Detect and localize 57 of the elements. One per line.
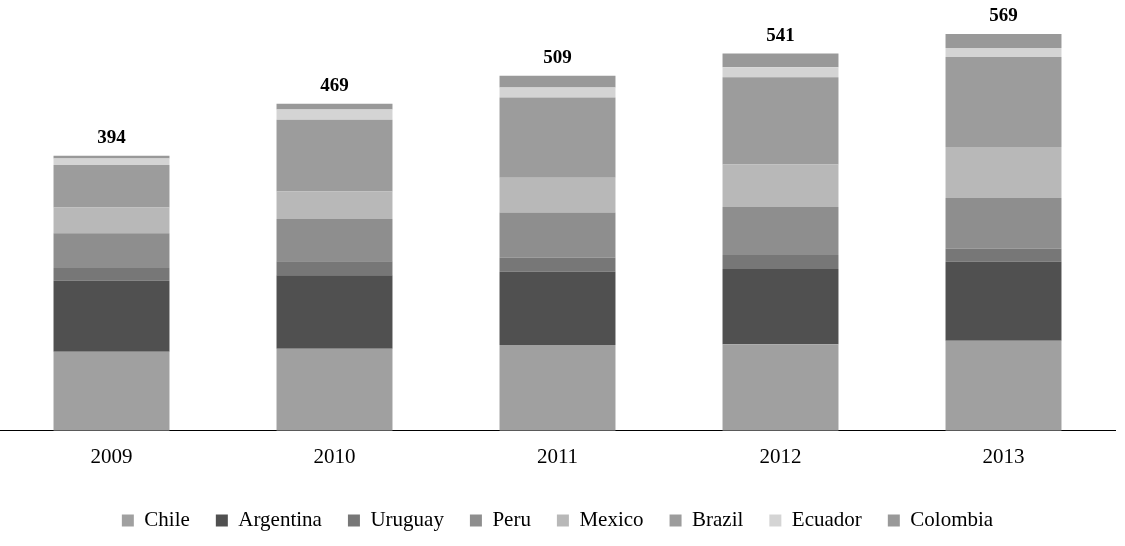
bar [499,97,616,178]
bar [722,268,839,345]
annotation: 541 [766,23,795,45]
bar [276,191,393,219]
bar [53,155,170,159]
bar [945,197,1062,249]
bar [722,255,839,269]
x-tick-label: 2010 [313,443,356,468]
x-tick-label: 2013 [982,443,1025,468]
bar [499,257,616,272]
bar [722,77,839,165]
legend-label: Mexico [579,507,644,532]
annotation: 394 [97,126,127,148]
legend-label: Ecuador [791,507,862,532]
bar [945,47,1062,58]
legend-label: Argentina [238,507,323,532]
x-tick-label: 2011 [536,443,579,468]
bar [276,109,393,120]
bar [722,207,839,256]
bar [499,345,616,431]
bar [276,218,393,262]
bar [53,233,170,269]
bar [945,261,1062,341]
bar [53,280,170,352]
x-tick-label: 2009 [90,443,133,468]
bar [53,158,170,165]
annotation: 569 [989,4,1018,26]
bar [945,34,1062,48]
bar [945,340,1062,431]
bar [722,344,839,431]
annotation: 509 [543,46,572,68]
bar [53,268,170,281]
bar [499,212,616,258]
bar [276,348,393,431]
bar [499,87,616,98]
bar [499,271,616,346]
legend-label: Chile [144,507,190,532]
bar [53,207,170,234]
bar [945,147,1062,198]
x-tick-label: 2012 [759,443,802,468]
bar [499,75,616,88]
bar [276,275,393,349]
bar [945,248,1062,262]
annotation: 469 [320,74,349,96]
bar [53,164,170,208]
bar [276,261,393,276]
bar [722,53,839,68]
bar [499,177,616,213]
legend-label: Peru [492,507,532,532]
legend-label: Colombia [910,507,994,532]
bar [276,119,393,192]
legend-label: Brazil [692,507,744,532]
bar [945,57,1062,148]
bar [53,351,170,431]
bar [722,67,839,78]
bar [722,164,839,208]
legend-label: Uruguay [370,507,445,532]
